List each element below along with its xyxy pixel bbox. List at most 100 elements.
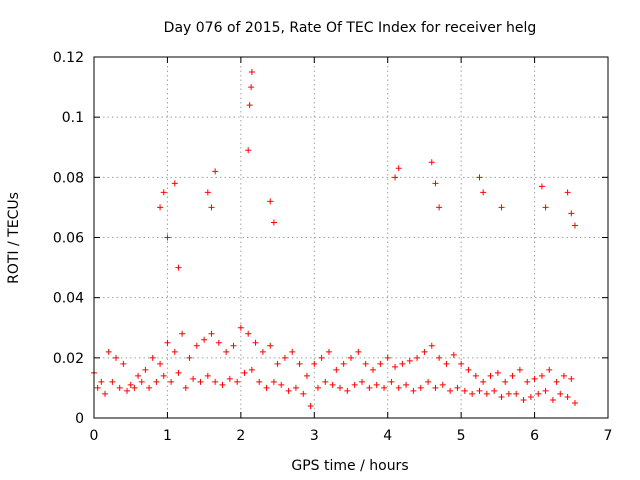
data-point: [307, 402, 314, 409]
data-point: [370, 366, 377, 373]
data-point: [142, 366, 149, 373]
data-point: [292, 384, 299, 391]
data-point: [113, 354, 120, 361]
data-point: [248, 84, 255, 91]
data-point: [560, 372, 567, 379]
data-point: [168, 378, 175, 385]
data-point: [171, 180, 178, 187]
data-point: [564, 393, 571, 400]
data-point: [557, 390, 564, 397]
data-point: [513, 390, 520, 397]
data-point: [311, 360, 318, 367]
data-point: [476, 174, 483, 181]
data-point: [395, 384, 402, 391]
data-point: [314, 384, 321, 391]
data-point: [138, 378, 145, 385]
data-point: [498, 204, 505, 211]
data-point: [546, 366, 553, 373]
data-point: [395, 165, 402, 172]
x-tick-label: 6: [530, 428, 539, 444]
data-point: [384, 354, 391, 361]
data-point: [568, 375, 575, 382]
data-point: [333, 366, 340, 373]
data-point: [263, 384, 270, 391]
data-point: [538, 183, 545, 190]
data-point: [568, 210, 575, 217]
data-point: [351, 381, 358, 388]
data-point: [428, 159, 435, 166]
y-tick-label: 0.08: [53, 170, 84, 186]
data-point: [157, 360, 164, 367]
x-tick-label: 4: [383, 428, 392, 444]
data-point: [410, 387, 417, 394]
data-point: [414, 354, 421, 361]
data-point: [135, 372, 142, 379]
data-point: [571, 222, 578, 229]
data-point: [406, 357, 413, 364]
grid: [94, 57, 608, 418]
data-point: [204, 189, 211, 196]
data-point: [336, 384, 343, 391]
data-point: [491, 387, 498, 394]
data-point: [388, 378, 395, 385]
x-tick-label: 2: [236, 428, 245, 444]
data-point: [146, 384, 153, 391]
data-point: [447, 387, 454, 394]
data-point: [197, 378, 204, 385]
data-point: [538, 372, 545, 379]
data-point: [270, 378, 277, 385]
x-axis-tick-labels: 0 1 2 3 4 5 6 7: [90, 428, 613, 444]
x-tick-label: 3: [310, 428, 319, 444]
data-point: [516, 366, 523, 373]
data-point: [483, 390, 490, 397]
data-point: [219, 381, 226, 388]
data-point: [175, 369, 182, 376]
data-point: [564, 189, 571, 196]
x-tick-label: 1: [163, 428, 172, 444]
data-point: [498, 393, 505, 400]
data-point: [149, 354, 156, 361]
y-axis-tick-labels: 0 0.02 0.04 0.06 0.08 0.1 0.12: [53, 50, 84, 427]
data-point: [267, 342, 274, 349]
data-point: [300, 390, 307, 397]
data-point: [443, 360, 450, 367]
data-point: [417, 384, 424, 391]
data-point: [549, 396, 556, 403]
data-point: [171, 348, 178, 355]
y-tick-label: 0.04: [53, 291, 84, 307]
data-point: [432, 384, 439, 391]
data-point: [246, 102, 253, 109]
x-tick-label: 7: [604, 428, 613, 444]
data-point: [505, 390, 512, 397]
y-tick-label: 0.12: [53, 50, 84, 66]
data-point: [527, 393, 534, 400]
data-point: [175, 264, 182, 271]
data-points: [91, 69, 578, 409]
data-point: [542, 204, 549, 211]
y-axis-label: ROTI / TECUs: [6, 192, 22, 284]
data-point: [359, 378, 366, 385]
data-point: [392, 363, 399, 370]
x-axis-label: GPS time / hours: [291, 458, 408, 474]
data-point: [531, 375, 538, 382]
data-point: [164, 339, 171, 346]
y-tick-label: 0: [75, 411, 84, 427]
data-point: [179, 330, 186, 337]
data-point: [472, 372, 479, 379]
data-point: [127, 381, 134, 388]
data-point: [476, 387, 483, 394]
data-point: [186, 354, 193, 361]
data-point: [116, 384, 123, 391]
data-point: [164, 234, 171, 241]
x-tick-label: 0: [90, 428, 99, 444]
data-point: [160, 189, 167, 196]
data-point: [223, 348, 230, 355]
data-point: [480, 189, 487, 196]
data-point: [439, 381, 446, 388]
data-point: [245, 147, 252, 154]
chart-title: Day 076 of 2015, Rate Of TEC Index for r…: [164, 20, 537, 36]
data-point: [454, 384, 461, 391]
data-point: [109, 378, 116, 385]
data-point: [245, 330, 252, 337]
data-point: [267, 198, 274, 205]
